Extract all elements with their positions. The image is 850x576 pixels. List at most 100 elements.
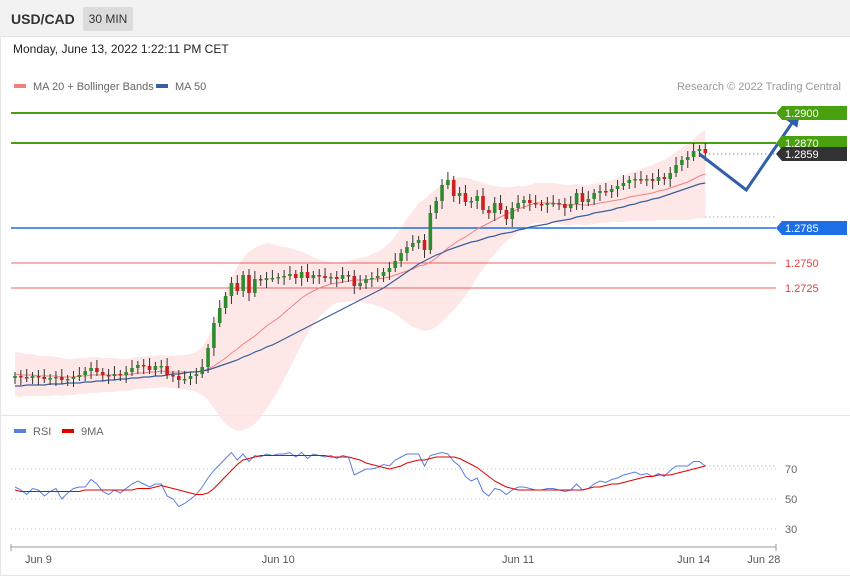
- candle-body: [510, 208, 515, 219]
- candle-body: [539, 204, 544, 206]
- symbol-title: USD/CAD: [11, 11, 75, 27]
- candle-body: [89, 368, 93, 371]
- candle-body: [100, 372, 105, 375]
- candle-body: [598, 191, 602, 193]
- resistance-price-tag: [776, 106, 847, 120]
- candle-body: [440, 185, 444, 201]
- candle-body: [528, 200, 532, 203]
- candle-body: [358, 283, 362, 286]
- candle-body: [451, 180, 456, 196]
- candle-body: [317, 275, 321, 277]
- candle-body: [574, 193, 579, 204]
- candle-body: [405, 247, 409, 253]
- candle-body: [30, 376, 35, 378]
- candle-body: [504, 210, 509, 219]
- price-tag-label: 1.2785: [785, 223, 819, 235]
- candle-body: [305, 272, 310, 278]
- candle-body: [124, 372, 128, 375]
- candle-body: [522, 200, 526, 203]
- candle-body: [627, 180, 632, 183]
- x-tick-label: Jun 10: [262, 554, 295, 566]
- candle-body: [580, 193, 585, 202]
- candle-body: [364, 279, 368, 283]
- candle-body: [206, 348, 210, 367]
- candle-body: [13, 376, 17, 378]
- price-tag-label: 1.2900: [785, 108, 819, 120]
- candle-body: [604, 191, 608, 193]
- candle-body: [492, 203, 497, 213]
- candlesticks: [13, 143, 708, 388]
- x-tick-label: Jun 14: [677, 554, 710, 566]
- candle-body: [165, 366, 169, 375]
- candle-body: [645, 179, 649, 181]
- candle-body: [200, 367, 204, 374]
- candle-body: [253, 279, 257, 293]
- candle-body: [545, 203, 550, 205]
- candle-body: [346, 275, 351, 277]
- x-tick-label: Jun 28: [747, 554, 780, 566]
- candle-body: [159, 366, 164, 368]
- x-tick-label: Jun 11: [502, 554, 534, 566]
- candle-body: [551, 203, 555, 205]
- candle-body: [258, 279, 263, 281]
- candle-body: [685, 157, 690, 160]
- toolbar: USD/CAD 30 MIN: [0, 0, 850, 37]
- candle-body: [422, 240, 427, 250]
- candle-body: [557, 203, 561, 205]
- rsi-tick-label: 70: [785, 464, 797, 476]
- candle-body: [615, 186, 620, 189]
- x-axis: Jun 9 Jun 10 Jun 11 Jun 14 Jun 28: [10, 544, 780, 566]
- candle-body: [457, 193, 462, 196]
- candle-body: [691, 151, 696, 157]
- candle-body: [194, 374, 199, 376]
- candle-body: [340, 275, 345, 279]
- candle-body: [71, 377, 76, 379]
- candle-body: [650, 179, 655, 181]
- candle-body: [112, 374, 117, 376]
- candle-body: [60, 377, 64, 380]
- candle-body: [475, 196, 479, 201]
- candle-body: [188, 376, 193, 379]
- candle-body: [334, 277, 339, 279]
- candle-body: [177, 376, 181, 380]
- timeframe-button[interactable]: 30 MIN: [83, 7, 133, 31]
- candle-body: [498, 203, 503, 210]
- candle-body: [241, 275, 245, 291]
- candle-body: [42, 377, 47, 379]
- candle-body: [411, 243, 415, 247]
- candle-body: [469, 201, 474, 203]
- candle-body: [329, 277, 333, 279]
- candle-body: [276, 277, 281, 279]
- candle-body: [697, 149, 702, 151]
- candle-body: [54, 377, 58, 379]
- candle-body: [416, 240, 421, 243]
- candle-body: [36, 376, 41, 378]
- candle-body: [352, 276, 357, 286]
- candle-body: [463, 193, 468, 202]
- rsi-legend-swatch: [14, 429, 26, 433]
- candle-body: [592, 193, 596, 199]
- candle-body: [106, 375, 111, 377]
- candle-body: [95, 368, 99, 372]
- ma50-legend-swatch: [156, 84, 168, 88]
- ma50-legend-label: MA 50: [175, 81, 206, 93]
- support-label: 1.2750: [785, 258, 819, 270]
- candle-body: [118, 374, 123, 376]
- candle-body: [533, 203, 538, 205]
- candle-body: [481, 196, 485, 210]
- candle-body: [487, 210, 491, 213]
- ma20-legend-swatch: [14, 84, 26, 88]
- candle-body: [136, 365, 140, 368]
- candle-body: [656, 177, 661, 181]
- candle-body: [24, 377, 29, 379]
- candle-body: [299, 272, 304, 278]
- candle-body: [668, 173, 672, 179]
- candle-body: [48, 378, 52, 380]
- candle-body: [387, 268, 392, 272]
- candle-body: [609, 189, 614, 192]
- candle-body: [703, 149, 708, 153]
- candle-body: [428, 213, 433, 250]
- candle-body: [141, 365, 146, 367]
- credit-text: Research © 2022 Trading Central: [677, 81, 841, 93]
